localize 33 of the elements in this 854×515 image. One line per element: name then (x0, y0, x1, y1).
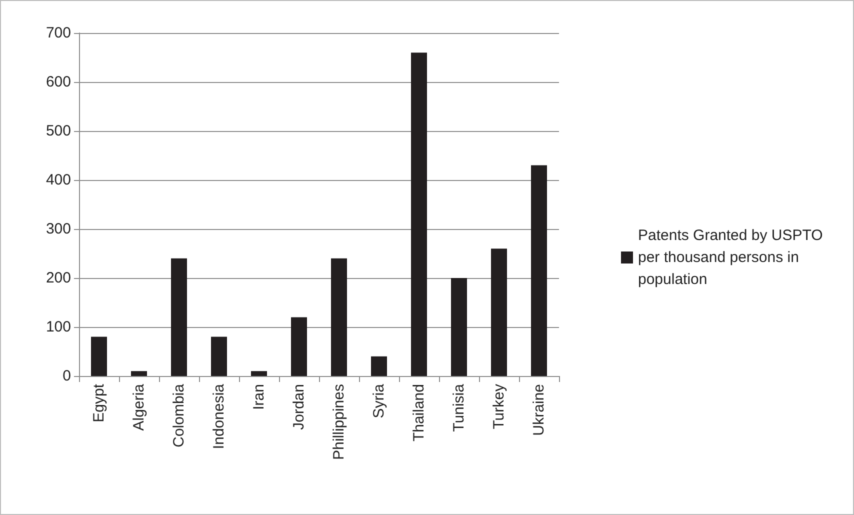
x-tick-label: Algeria (130, 383, 148, 431)
bar (251, 371, 267, 376)
y-tick-label: 200 (46, 270, 71, 286)
bar (371, 356, 387, 376)
x-tick-label: Phillippines (330, 384, 348, 460)
bar (491, 248, 507, 376)
bar (91, 336, 107, 376)
x-tick-label: Tunisia (450, 383, 468, 432)
bar (291, 317, 307, 376)
bar (451, 278, 467, 376)
y-tick-label: 600 (46, 74, 71, 90)
bar (211, 336, 227, 376)
x-tick-label: Syria (370, 383, 388, 418)
bar (171, 258, 187, 376)
bar (411, 52, 427, 376)
x-tick-label: Thailand (410, 384, 428, 442)
x-tick-label: Iran (250, 384, 268, 410)
y-tick-label: 300 (46, 220, 71, 238)
bar (131, 371, 147, 376)
x-tick-label: Indonesia (210, 383, 228, 450)
x-tick-label: Ukraine (530, 384, 548, 436)
legend-label: Patents Granted by USPTO per thousand persons in population (638, 227, 827, 288)
y-tick-label: 400 (46, 172, 71, 188)
bar (331, 258, 347, 376)
x-tick-label: Colombia (170, 383, 188, 448)
x-tick-label: Jordan (290, 384, 308, 430)
y-tick-label: 100 (46, 318, 71, 336)
x-tick-label: Turkey (490, 384, 508, 430)
y-tick-label: 700 (46, 24, 71, 42)
y-tick-label: 0 (62, 368, 71, 384)
y-tick-label: 500 (46, 122, 71, 140)
bar (531, 165, 547, 376)
x-tick-label: Egypt (90, 383, 108, 422)
